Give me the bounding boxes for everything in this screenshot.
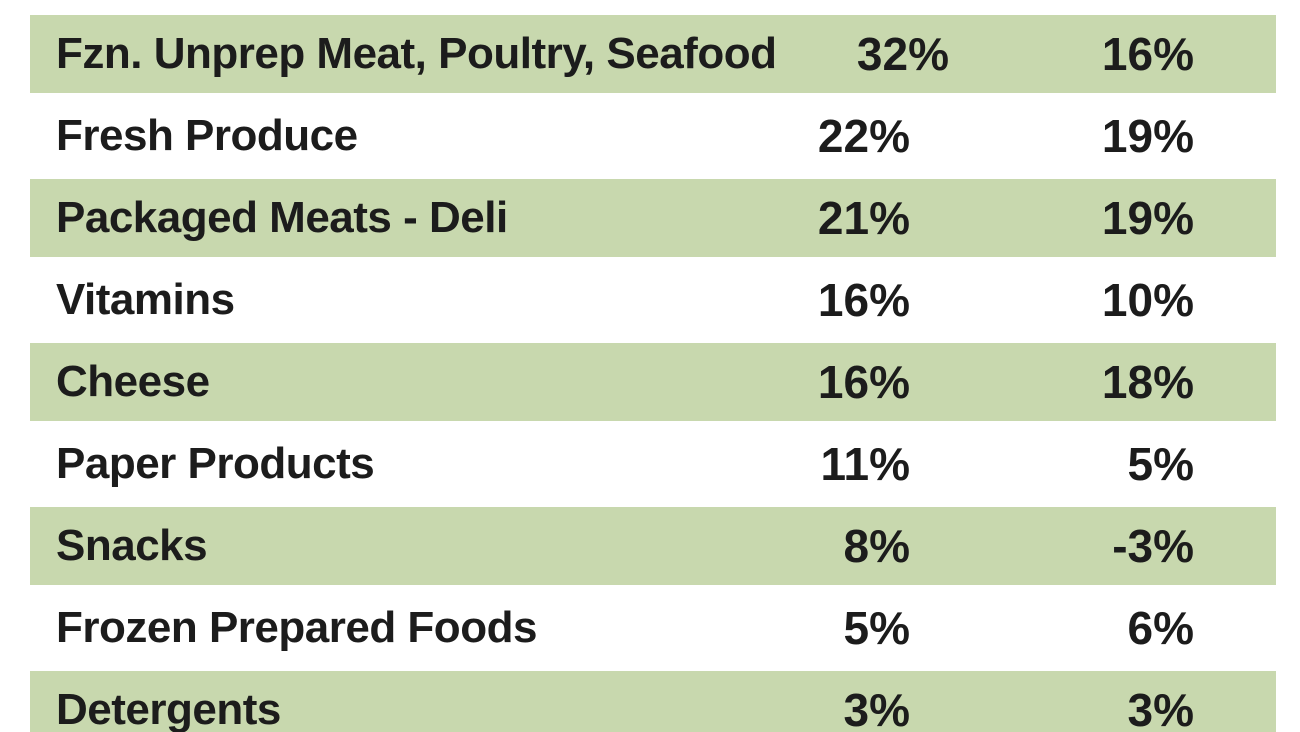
- growth-value-col1: 16%: [817, 356, 910, 408]
- growth-value-col1: 21%: [817, 192, 910, 244]
- growth-value-col1: 32%: [856, 28, 949, 80]
- category-label: Frozen Prepared Foods: [56, 603, 537, 652]
- category-label: Paper Products: [56, 439, 375, 488]
- category-growth-table: Fzn. Unprep Meat, Poultry, Seafood 32% 1…: [30, 13, 1276, 732]
- table-row: Cheese 16% 18%: [30, 341, 1276, 423]
- growth-value-col2: 6%: [1127, 602, 1194, 654]
- growth-value-col2: 5%: [1127, 438, 1194, 490]
- table-row: Paper Products 11% 5%: [30, 423, 1276, 505]
- growth-value-col1: 5%: [843, 602, 910, 654]
- growth-value-col1: 16%: [817, 274, 910, 326]
- category-label: Fzn. Unprep Meat, Poultry, Seafood: [56, 29, 777, 78]
- growth-value-col1: 22%: [817, 110, 910, 162]
- growth-value-col2: 10%: [1101, 274, 1194, 326]
- growth-value-col1: 8%: [843, 520, 910, 572]
- table-row: Snacks 8% -3%: [30, 505, 1276, 587]
- growth-value-col2: 19%: [1101, 192, 1194, 244]
- category-label: Cheese: [56, 357, 210, 406]
- category-label: Vitamins: [56, 275, 235, 324]
- growth-value-col2: 18%: [1101, 356, 1194, 408]
- growth-value-col2: 16%: [1101, 28, 1194, 80]
- growth-value-col2: -3%: [1112, 520, 1194, 572]
- table-row: Vitamins 16% 10%: [30, 259, 1276, 341]
- table-row: Fresh Produce 22% 19%: [30, 95, 1276, 177]
- category-label: Snacks: [56, 521, 208, 570]
- table-row: Packaged Meats - Deli 21% 19%: [30, 177, 1276, 259]
- table-row: Fzn. Unprep Meat, Poultry, Seafood 32% 1…: [30, 13, 1276, 95]
- growth-value-col1: 11%: [820, 438, 910, 490]
- growth-value-col2: 3%: [1127, 684, 1194, 732]
- category-label: Packaged Meats - Deli: [56, 193, 508, 242]
- growth-value-col2: 19%: [1101, 110, 1194, 162]
- table-row: Detergents 3% 3%: [30, 669, 1276, 732]
- growth-value-col1: 3%: [843, 684, 910, 732]
- category-label: Detergents: [56, 685, 281, 732]
- table-row: Frozen Prepared Foods 5% 6%: [30, 587, 1276, 669]
- category-label: Fresh Produce: [56, 111, 358, 160]
